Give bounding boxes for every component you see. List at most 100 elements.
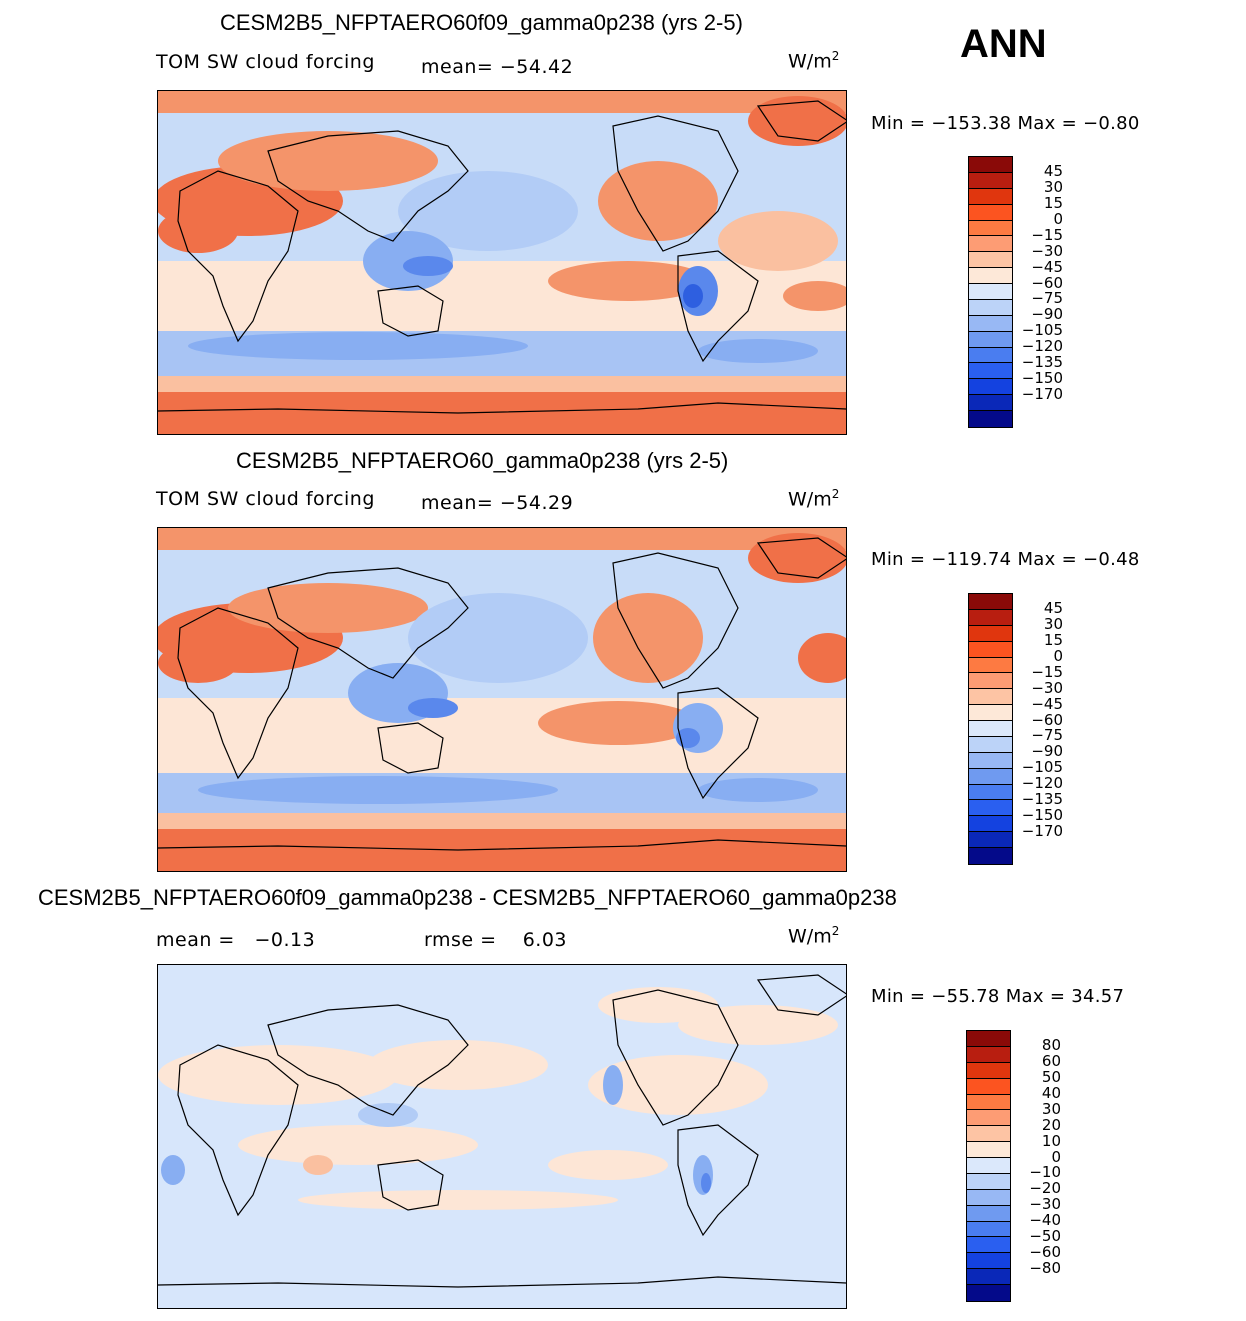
colorbar-swatch <box>969 768 1012 785</box>
colorbar-swatch <box>967 1078 1010 1095</box>
colorbar-label: 50 <box>1041 1068 1061 1087</box>
colorbar-label: −30 <box>1031 241 1063 260</box>
colorbar-swatch <box>969 299 1012 316</box>
colorbar-swatch <box>969 252 1012 269</box>
colorbar-swatch <box>969 800 1012 817</box>
colorbar-label: −135 <box>1021 352 1063 371</box>
panel-2-minmax: Min = −119.74 Max = −0.48 <box>871 549 1140 570</box>
colorbar-swatch <box>969 832 1012 848</box>
panel-2-title: CESM2B5_NFPTAERO60_gamma0p238 (yrs 2-5) <box>236 448 729 473</box>
colorbar-label: −10 <box>1029 1163 1061 1182</box>
colorbar-swatch <box>967 1062 1010 1079</box>
colorbar-label: −120 <box>1021 774 1063 793</box>
colorbar-label: −120 <box>1021 337 1063 356</box>
colorbar-swatch <box>969 752 1012 769</box>
colorbar-label: −40 <box>1029 1211 1061 1230</box>
colorbar-label: 0 <box>1051 1147 1061 1166</box>
colorbar-label: −90 <box>1031 305 1063 324</box>
panel-2-colorbar <box>968 593 1013 865</box>
colorbar-label: 0 <box>1053 647 1063 666</box>
colorbar-swatch <box>967 1221 1010 1238</box>
colorbar-swatch <box>969 395 1012 411</box>
colorbar-swatch <box>969 411 1012 427</box>
colorbar-swatch <box>967 1046 1010 1063</box>
colorbar-swatch <box>969 331 1012 348</box>
colorbar-label: −105 <box>1021 321 1063 340</box>
colorbar-swatch <box>969 609 1012 626</box>
colorbar-label: −50 <box>1029 1226 1061 1245</box>
panel-1-colorbar-swatches <box>969 157 1012 427</box>
panel-1-colorbar <box>968 156 1013 428</box>
colorbar-swatch <box>969 347 1012 364</box>
colorbar-label: −15 <box>1031 225 1063 244</box>
panel-2-units: W/m2 <box>788 487 840 511</box>
colorbar-label: 10 <box>1041 1131 1061 1150</box>
colorbar-label: 40 <box>1041 1084 1061 1103</box>
colorbar-swatch <box>969 188 1012 205</box>
colorbar-swatch <box>969 284 1012 300</box>
panel-1-variable: TOM SW cloud forcing <box>156 51 375 73</box>
colorbar-label: −150 <box>1021 368 1063 387</box>
colorbar-label: −90 <box>1031 742 1063 761</box>
panel-1-map-svg <box>158 91 846 434</box>
colorbar-label: −105 <box>1021 758 1063 777</box>
colorbar-swatch <box>967 1094 1010 1111</box>
panel-3-colorbar <box>966 1030 1011 1302</box>
panel-2-mean: mean= −54.29 <box>421 492 574 514</box>
colorbar-label: 20 <box>1041 1115 1061 1134</box>
panel-3-colorbar-swatches <box>967 1031 1010 1301</box>
panel-3-map-svg <box>158 965 846 1308</box>
colorbar-swatch <box>969 172 1012 189</box>
colorbar-swatch <box>969 625 1012 642</box>
colorbar-label: −45 <box>1031 694 1063 713</box>
colorbar-swatch <box>969 315 1012 332</box>
colorbar-swatch <box>967 1285 1010 1301</box>
colorbar-swatch <box>969 657 1012 674</box>
colorbar-swatch <box>969 721 1012 737</box>
colorbar-label: −15 <box>1031 662 1063 681</box>
panel-2-variable: TOM SW cloud forcing <box>156 488 375 510</box>
colorbar-swatch <box>967 1110 1010 1127</box>
colorbar-swatch <box>969 641 1012 658</box>
panel-3-minmax: Min = −55.78 Max = 34.57 <box>871 986 1125 1007</box>
colorbar-label: −20 <box>1029 1179 1061 1198</box>
panel-1-title: CESM2B5_NFPTAERO60f09_gamma0p238 (yrs 2-… <box>220 10 743 35</box>
colorbar-label: −80 <box>1029 1258 1061 1277</box>
panel-1-minmax: Min = −153.38 Max = −0.80 <box>871 113 1140 134</box>
colorbar-swatch <box>967 1142 1010 1158</box>
colorbar-swatch <box>967 1253 1010 1270</box>
colorbar-swatch <box>969 784 1012 801</box>
panel-3-title: CESM2B5_NFPTAERO60f09_gamma0p238 - CESM2… <box>38 885 897 910</box>
colorbar-swatch <box>969 220 1012 237</box>
colorbar-label: 30 <box>1041 1099 1061 1118</box>
season-label: ANN <box>960 22 1047 66</box>
colorbar-label: 60 <box>1041 1052 1061 1071</box>
colorbar-swatch <box>969 689 1012 706</box>
colorbar-swatch <box>967 1126 1010 1143</box>
colorbar-swatch <box>967 1269 1010 1285</box>
colorbar-swatch <box>969 673 1012 690</box>
panel-2-colorbar-swatches <box>969 594 1012 864</box>
colorbar-label: 15 <box>1043 194 1063 213</box>
colorbar-label: −75 <box>1031 289 1063 308</box>
colorbar-swatch <box>969 268 1012 284</box>
colorbar-label: −60 <box>1031 710 1063 729</box>
panel-1-mean: mean= −54.42 <box>421 56 574 78</box>
colorbar-label: −170 <box>1021 384 1063 403</box>
panel-2-map <box>157 527 847 872</box>
colorbar-swatch <box>969 379 1012 396</box>
colorbar-label: 0 <box>1053 210 1063 229</box>
colorbar-swatch <box>969 236 1012 253</box>
colorbar-swatch <box>967 1205 1010 1222</box>
panel-1-map <box>157 90 847 435</box>
colorbar-label: −30 <box>1029 1195 1061 1214</box>
colorbar-swatch <box>969 848 1012 864</box>
panel-3-map <box>157 964 847 1309</box>
colorbar-swatch <box>969 816 1012 833</box>
colorbar-label: 80 <box>1041 1036 1061 1055</box>
colorbar-swatch <box>967 1173 1010 1190</box>
colorbar-swatch <box>969 204 1012 221</box>
colorbar-swatch <box>967 1237 1010 1254</box>
colorbar-swatch <box>969 736 1012 753</box>
panel-3-mean: mean = −0.13 <box>156 929 316 951</box>
